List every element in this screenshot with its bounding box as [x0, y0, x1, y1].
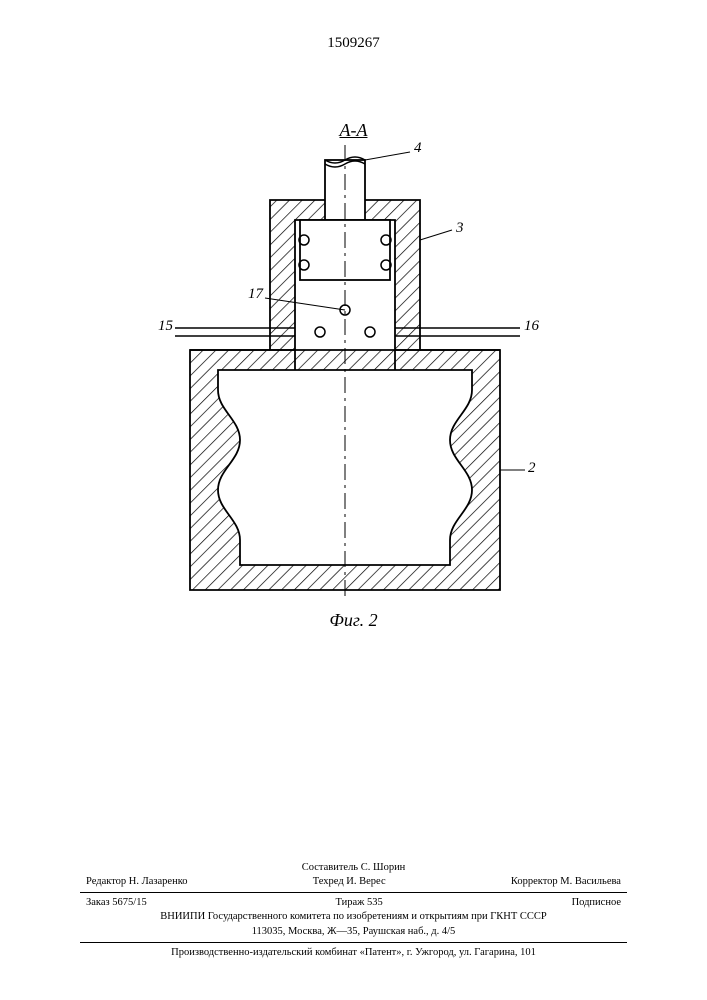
callout-15: 15	[158, 318, 173, 335]
compiler-line: Составитель С. Шорин	[80, 861, 627, 875]
page-number: 1509267	[0, 35, 707, 52]
callout-3: 3	[456, 220, 464, 237]
diagram-svg	[120, 140, 570, 600]
publisher-org: ВНИИПИ Государственного комитета по изоб…	[80, 910, 627, 924]
printing-house: Производственно-издательский комбинат «П…	[80, 946, 627, 960]
tech-editor: Техред И. Верес	[313, 875, 386, 889]
colophon: Составитель С. Шорин Редактор Н. Лазарен…	[80, 861, 627, 960]
callout-17: 17	[248, 286, 263, 303]
callout-4: 4	[414, 140, 422, 157]
section-label: А-А	[0, 120, 707, 141]
callout-16: 16	[524, 318, 539, 335]
publisher-address: 113035, Москва, Ж—35, Раушская наб., д. …	[80, 925, 627, 939]
callout-2: 2	[528, 460, 536, 477]
order-number: Заказ 5675/15	[86, 896, 147, 910]
figure-caption: Фиг. 2	[0, 610, 707, 631]
editor: Редактор Н. Лазаренко	[86, 875, 188, 889]
subscription: Подписное	[572, 896, 621, 910]
corrector: Корректор М. Васильева	[511, 875, 621, 889]
print-run: Тираж 535	[335, 896, 382, 910]
figure: 4 3 15 16 17 2	[120, 140, 570, 600]
